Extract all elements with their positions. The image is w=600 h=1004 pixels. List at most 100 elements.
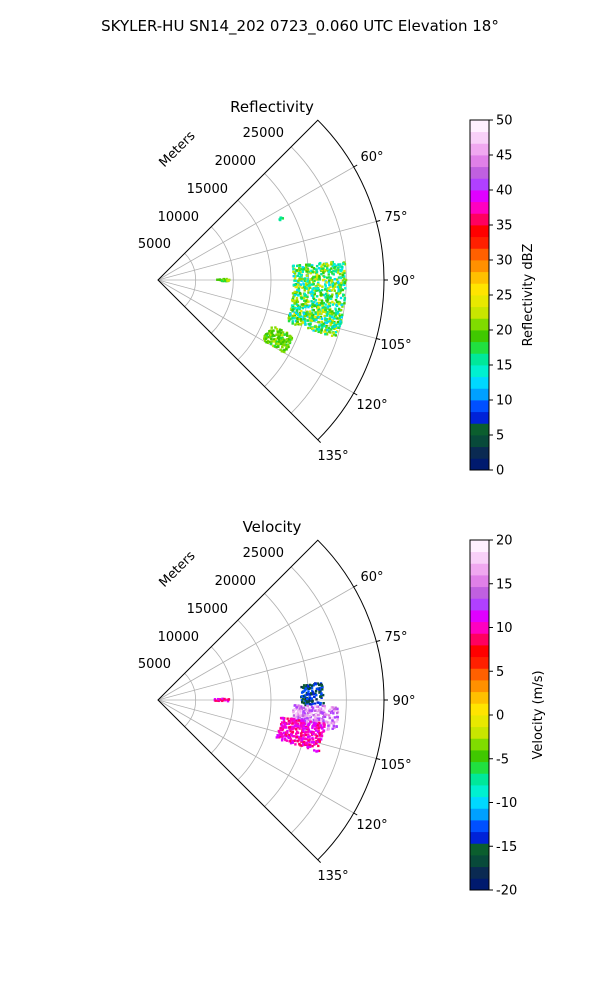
echo-pixel (285, 345, 288, 348)
echo-pixel (330, 334, 334, 337)
echo-pixel (300, 296, 304, 300)
echo-pixel (325, 314, 329, 317)
echo-pixel (305, 730, 308, 734)
echo-pixel (296, 739, 299, 743)
echo-pixel (319, 724, 323, 727)
echo-pixel (292, 711, 295, 714)
colorbar-segment (470, 575, 489, 588)
echo-pixel (270, 337, 273, 341)
echo-pixel (300, 695, 303, 698)
echo-pixel (305, 701, 309, 704)
echo-pixel (344, 287, 347, 290)
colorbar-segment (470, 306, 489, 319)
echo-pixel (292, 714, 296, 717)
echo-pixel (302, 740, 305, 744)
echo-pixel (309, 314, 313, 317)
echo-pixel (306, 295, 309, 299)
echo-pixel (313, 749, 316, 752)
echo-pixel (276, 734, 279, 737)
echo-pixel (342, 262, 345, 266)
echo-pixel (328, 276, 331, 279)
echo-pixel (308, 696, 312, 700)
echo-pixel (326, 721, 330, 724)
echo-region (278, 216, 285, 222)
echo-pixel (305, 274, 309, 277)
echo-pixel (288, 313, 292, 316)
velocity-angle-tick: 75° (384, 630, 407, 645)
echo-pixel (326, 300, 329, 303)
echo-pixel (294, 270, 297, 274)
echo-pixel (295, 269, 298, 272)
echo-pixel (306, 693, 309, 696)
echo-pixel (319, 267, 323, 270)
echo-pixel (314, 715, 317, 718)
echo-pixel (328, 312, 332, 316)
echo-pixel (309, 730, 312, 733)
echo-pixel (296, 321, 299, 325)
echo-pixel (320, 317, 324, 320)
echo-pixel (293, 272, 297, 275)
echo-pixel (317, 749, 321, 753)
echo-pixel (227, 279, 230, 282)
echo-pixel (320, 328, 323, 331)
echo-pixel (311, 738, 315, 741)
echo-pixel (328, 317, 332, 321)
echo-pixel (338, 301, 342, 305)
echo-pixel (314, 329, 317, 332)
echo-pixel (292, 274, 295, 278)
echo-pixel (307, 707, 311, 711)
echo-pixel (331, 716, 334, 720)
echo-pixel (341, 279, 345, 282)
colorbar-tick-label: -10 (496, 796, 517, 811)
echo-pixel (314, 729, 318, 732)
echo-pixel (307, 291, 310, 294)
echo-pixel (336, 266, 340, 270)
echo-pixel (321, 308, 325, 312)
echo-pixel (331, 326, 334, 329)
echo-pixel (290, 725, 293, 729)
echo-pixel (324, 284, 327, 288)
echo-pixel (265, 341, 268, 344)
echo-pixel (318, 317, 322, 320)
echo-pixel (325, 267, 329, 270)
echo-pixel (279, 339, 282, 342)
colorbar-segment (470, 563, 489, 576)
echo-pixel (321, 263, 324, 267)
echo-pixel (311, 280, 315, 284)
echo-pixel (311, 741, 314, 744)
echo-pixel (274, 326, 277, 329)
echo-pixel (332, 269, 335, 273)
echo-pixel (328, 308, 331, 312)
echo-pixel (337, 290, 340, 293)
echo-pixel (298, 308, 301, 311)
echo-pixel (337, 268, 341, 272)
echo-pixel (304, 268, 308, 272)
echo-pixel (281, 336, 284, 340)
echo-pixel (277, 729, 281, 733)
echo-pixel (316, 283, 320, 286)
echo-pixel (310, 300, 313, 303)
echo-pixel (308, 316, 311, 319)
echo-pixel (283, 734, 286, 737)
echo-pixel (339, 263, 342, 266)
echo-pixel (225, 698, 228, 702)
echo-pixel (324, 283, 327, 286)
echo-pixel (337, 302, 340, 306)
echo-pixel (318, 324, 321, 327)
colorbar-segment (470, 155, 489, 168)
echo-pixel (295, 719, 298, 723)
angle-tickmark (376, 639, 381, 642)
echo-pixel (264, 333, 267, 337)
colorbar-segment (470, 726, 489, 739)
echo-pixel (316, 304, 319, 307)
echo-pixel (290, 734, 293, 737)
echo-pixel (316, 311, 320, 314)
echo-pixel (316, 701, 319, 704)
echo-pixel (295, 712, 298, 716)
echo-pixel (312, 740, 316, 744)
echo-pixel (216, 697, 220, 701)
echo-pixel (290, 338, 293, 341)
echo-pixel (317, 301, 320, 305)
echo-pixel (338, 265, 341, 268)
colorbar-segment (470, 750, 489, 763)
